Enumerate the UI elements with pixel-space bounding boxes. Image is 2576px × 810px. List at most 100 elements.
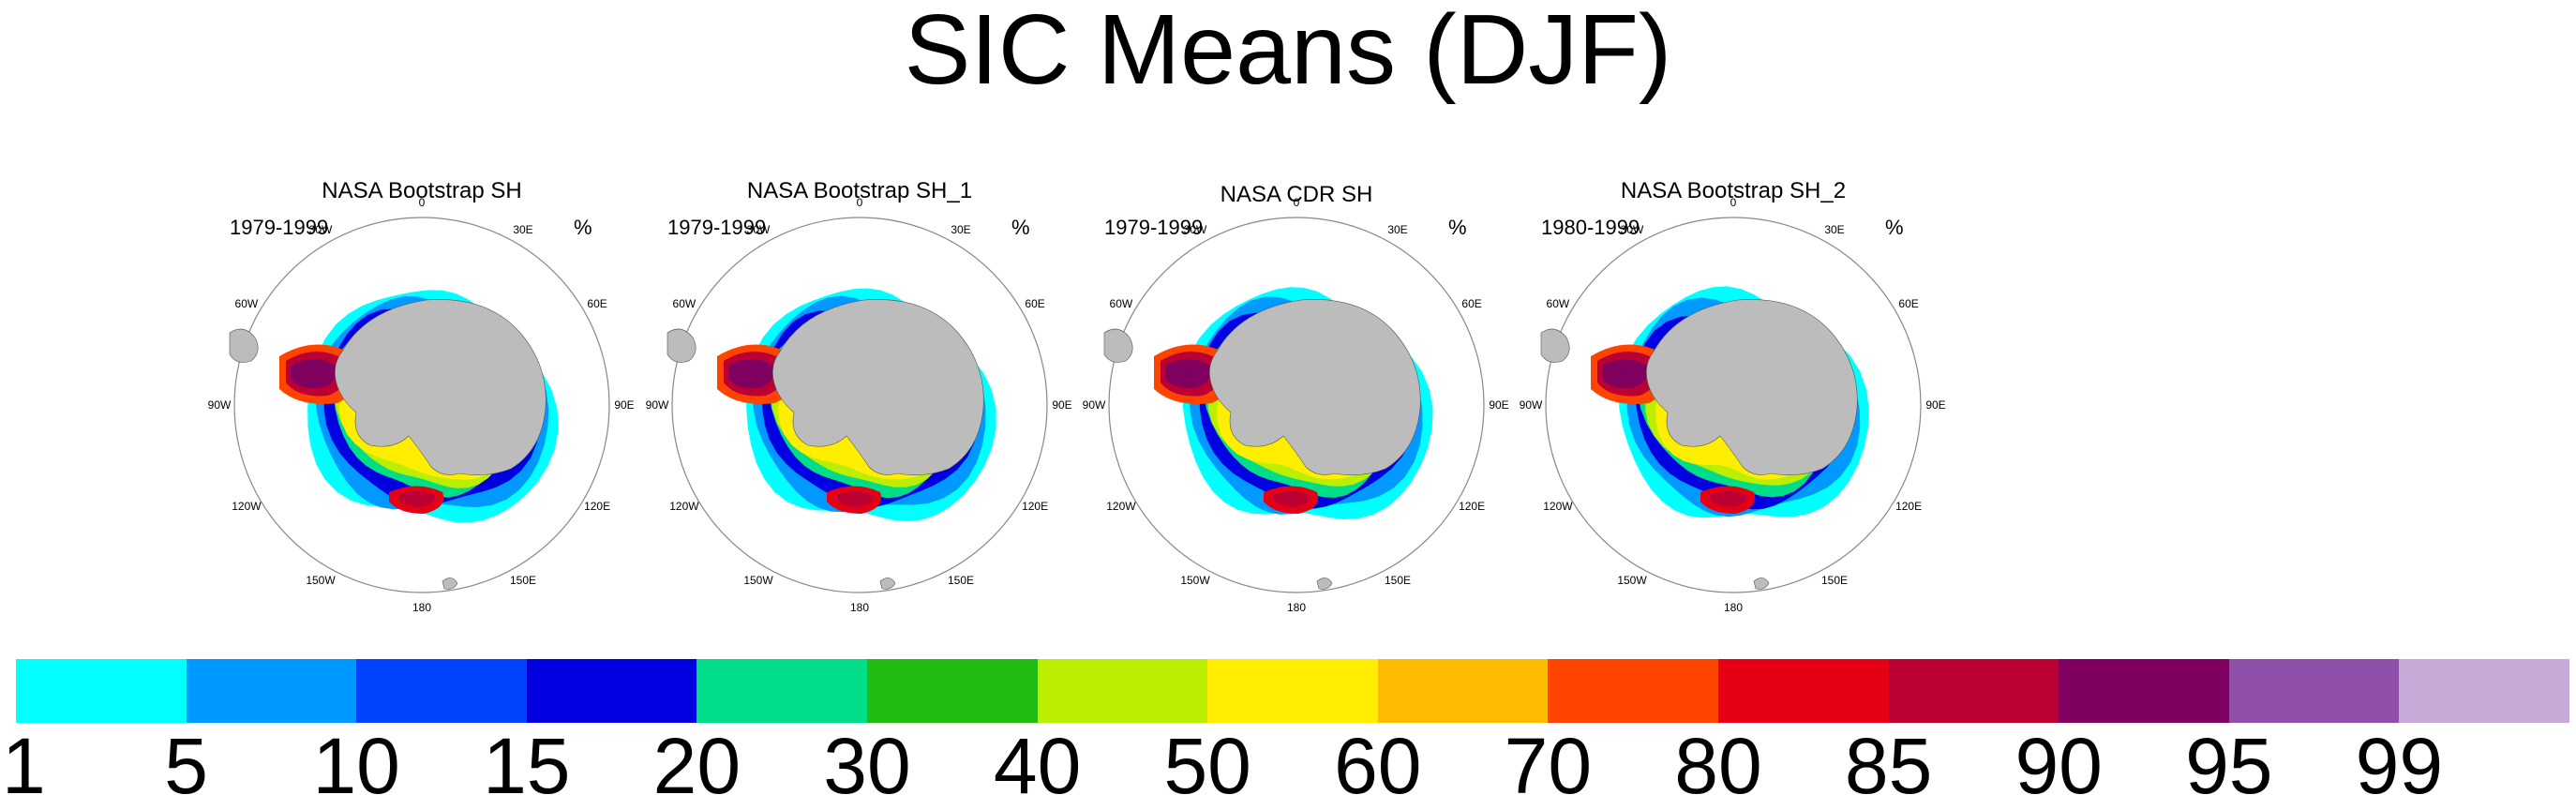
colorbar-label: 20 bbox=[652, 722, 741, 810]
longitude-label: 120E bbox=[584, 500, 610, 513]
sic-contour bbox=[836, 491, 874, 507]
colorbar-label: 15 bbox=[483, 722, 571, 810]
antarctica-land bbox=[1646, 299, 1858, 475]
longitude-label: 180 bbox=[412, 601, 431, 614]
longitude-label: 150E bbox=[948, 574, 974, 587]
colorbar-swatch bbox=[2059, 659, 2230, 723]
longitude-label: 0 bbox=[857, 196, 863, 209]
longitude-label: 180 bbox=[850, 601, 869, 614]
south-america-land bbox=[229, 328, 259, 363]
longitude-label: 90E bbox=[1052, 398, 1071, 412]
longitude-label: 150W bbox=[306, 574, 336, 587]
colorbar-swatch bbox=[356, 659, 528, 723]
antarctica-land bbox=[335, 299, 547, 475]
colorbar-swatch bbox=[1037, 659, 1208, 723]
panel-title: NASA Bootstrap SH_2 bbox=[1620, 178, 1847, 203]
colorbar-swatch bbox=[2399, 659, 2570, 723]
longitude-label: 30E bbox=[1387, 223, 1407, 236]
colorbar-swatch bbox=[16, 659, 187, 723]
colorbar-label: 5 bbox=[164, 722, 208, 810]
map-boundary bbox=[671, 217, 1048, 593]
colorbar-swatch bbox=[867, 659, 1039, 723]
longitude-label: 60E bbox=[587, 297, 607, 310]
longitude-label: 90E bbox=[1925, 398, 1945, 412]
polar-map: 0 30E 60E 90E 120E 150E 180 150W 120W 90W 60W 30W bbox=[1083, 196, 1509, 614]
colorbar-swatch bbox=[186, 659, 357, 723]
longitude-label: 60W bbox=[1547, 297, 1570, 310]
longitude-label: 90W bbox=[646, 398, 669, 412]
sic-contour bbox=[291, 359, 337, 389]
colorbar-label: 95 bbox=[2185, 722, 2273, 810]
colorbar-label: 10 bbox=[312, 722, 400, 810]
longitude-label: 120W bbox=[669, 500, 699, 513]
south-america-land bbox=[666, 328, 696, 363]
longitude-label: 120W bbox=[232, 500, 262, 513]
longitude-label: 60W bbox=[673, 297, 696, 310]
longitude-label: 150E bbox=[1385, 574, 1411, 587]
longitude-label: 150W bbox=[743, 574, 773, 587]
panel-title: NASA Bootstrap SH bbox=[322, 178, 522, 203]
sic-contour bbox=[728, 359, 774, 389]
colorbar-swatch bbox=[1718, 659, 1890, 723]
longitude-label: 60W bbox=[235, 297, 259, 310]
polar-map: 0 30E 60E 90E 120E 150E 180 150W 120W 90W 60W 30W bbox=[646, 196, 1072, 614]
new-zealand-land bbox=[1753, 578, 1770, 590]
colorbar-label: 60 bbox=[1334, 722, 1422, 810]
longitude-label: 180 bbox=[1724, 601, 1743, 614]
longitude-label: 90W bbox=[208, 398, 232, 412]
longitude-label: 30E bbox=[951, 223, 970, 236]
map-panel: 0 30E 60E 90E 120E 150E 180 150W 120W 90W 60W 30W N… bbox=[1053, 169, 1540, 619]
colorbar-label: 50 bbox=[1163, 722, 1251, 810]
longitude-label: 30E bbox=[1824, 223, 1844, 236]
longitude-label: 150E bbox=[1821, 574, 1848, 587]
colorbar-label: 85 bbox=[1844, 722, 1933, 810]
colorbar-label: 30 bbox=[823, 722, 911, 810]
colorbar-swatch bbox=[1207, 659, 1379, 723]
colorbar bbox=[16, 659, 2570, 723]
sic-contour bbox=[1165, 359, 1211, 389]
longitude-label: 30W bbox=[309, 223, 333, 236]
antarctica-land bbox=[772, 299, 984, 475]
colorbar-label: 70 bbox=[1504, 722, 1593, 810]
map-boundary bbox=[1108, 217, 1485, 593]
longitude-label: 60E bbox=[1025, 297, 1044, 310]
antarctica-land bbox=[1209, 299, 1421, 475]
panel-title: NASA Bootstrap SH_1 bbox=[746, 178, 973, 203]
panel-period: 1979-1999 bbox=[667, 216, 767, 239]
map-panel: 0 30E 60E 90E 120E 150E 180 150W 120W 90W 60W 30W N… bbox=[1490, 169, 1977, 619]
longitude-label: 60E bbox=[1461, 297, 1481, 310]
longitude-label: 150W bbox=[1617, 574, 1647, 587]
map-panel: 0 30E 60E 90E 120E 150E 180 150W 120W 90W 60W 30W N… bbox=[616, 169, 1103, 619]
colorbar-label: 80 bbox=[1674, 722, 1762, 810]
new-zealand-land bbox=[442, 578, 458, 590]
panel-unit: % bbox=[1885, 216, 1904, 239]
polar-map: 0 30E 60E 90E 120E 150E 180 150W 120W 90W 60W 30W bbox=[208, 196, 635, 614]
panel-unit: % bbox=[574, 216, 592, 239]
longitude-label: 120E bbox=[1022, 500, 1048, 513]
longitude-label: 150E bbox=[510, 574, 536, 587]
longitude-label: 30W bbox=[747, 223, 771, 236]
colorbar-label: 40 bbox=[993, 722, 1082, 810]
map-boundary bbox=[233, 217, 610, 593]
longitude-label: 90E bbox=[614, 398, 634, 412]
sic-contour bbox=[398, 491, 436, 507]
longitude-label: 90E bbox=[1489, 398, 1508, 412]
colorbar-swatch bbox=[1888, 659, 2059, 723]
longitude-label: 120E bbox=[1895, 500, 1922, 513]
south-america-land bbox=[1103, 328, 1133, 363]
panel-period: 1979-1999 bbox=[1104, 216, 1204, 239]
longitude-label: 150W bbox=[1180, 574, 1210, 587]
longitude-label: 30W bbox=[1621, 223, 1644, 236]
panel-unit: % bbox=[1011, 216, 1030, 239]
sic-contour bbox=[1273, 491, 1310, 507]
longitude-label: 30W bbox=[1184, 223, 1207, 236]
south-america-land bbox=[1540, 328, 1570, 363]
colorbar-label: 99 bbox=[2355, 722, 2444, 810]
figure-title: SIC Means (DJF) bbox=[904, 0, 1672, 105]
longitude-label: 120W bbox=[1543, 500, 1573, 513]
colorbar-swatch bbox=[1377, 659, 1549, 723]
longitude-label: 60W bbox=[1110, 297, 1133, 310]
colorbar-swatch bbox=[2228, 659, 2400, 723]
longitude-label: 120E bbox=[1459, 500, 1485, 513]
colorbar-swatch bbox=[1548, 659, 1719, 723]
